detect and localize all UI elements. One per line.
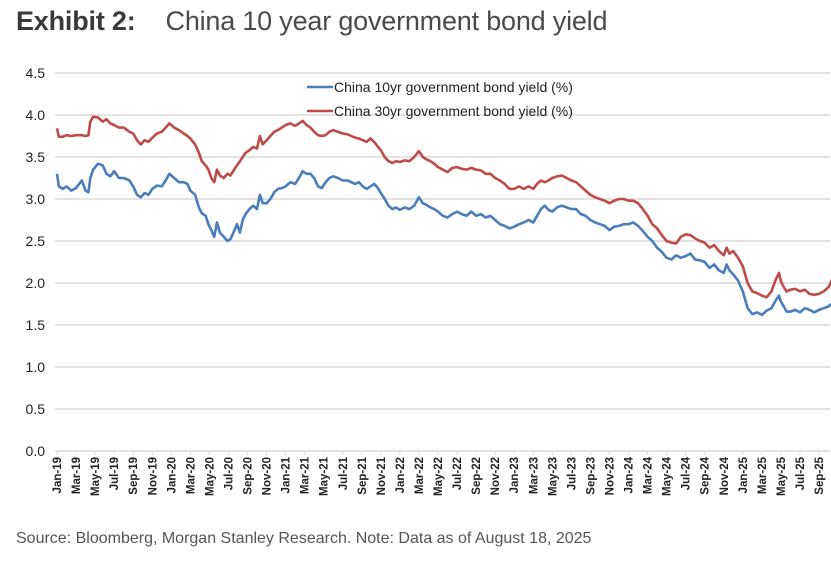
y-tick-label: 4.5 bbox=[26, 65, 46, 81]
x-tick-label: Jul-20 bbox=[223, 457, 235, 490]
title-text: China 10 year government bond yield bbox=[165, 6, 608, 36]
y-tick-label: 1.5 bbox=[26, 317, 46, 333]
x-tick-label: May-24 bbox=[662, 456, 674, 496]
y-tick-label: 1.0 bbox=[26, 359, 46, 375]
exhibit-label: Exhibit 2: bbox=[16, 6, 136, 36]
x-tick-label: Jan-20 bbox=[166, 457, 178, 493]
x-tick-label: Jul-22 bbox=[452, 457, 464, 490]
y-tick-label: 0.0 bbox=[26, 443, 46, 459]
x-tick-label: Mar-22 bbox=[414, 457, 426, 494]
x-tick-label: May-25 bbox=[776, 456, 788, 496]
source-note: Source: Bloomberg, Morgan Stanley Resear… bbox=[16, 530, 592, 547]
x-tick-label: Sep-20 bbox=[243, 457, 255, 495]
x-tick-label: May-20 bbox=[204, 457, 216, 496]
y-tick-label: 3.0 bbox=[26, 191, 46, 207]
x-tick-label: Sep-22 bbox=[471, 457, 483, 495]
x-tick-label: Sep-25 bbox=[814, 456, 826, 494]
x-tick-label: Jul-19 bbox=[109, 457, 121, 490]
x-tick-label: Mar-23 bbox=[528, 457, 540, 494]
x-tick-label: Jan-21 bbox=[281, 456, 293, 493]
x-tick-label: Sep-19 bbox=[128, 457, 140, 495]
x-tick-label: Jan-23 bbox=[509, 457, 521, 493]
x-tick-label: Mar-24 bbox=[643, 456, 655, 494]
y-tick-label: 3.5 bbox=[26, 149, 46, 165]
x-tick-label: May-19 bbox=[90, 457, 102, 496]
line-chart: 0.0 0.5 1.0 1.5 2.0 2.5 3.0 3.5 4.0 4.5 Jan-19 Mar… bbox=[26, 65, 831, 496]
x-tick-label: Nov-24 bbox=[719, 456, 731, 495]
y-tick-label: 0.5 bbox=[26, 401, 46, 417]
gridlines bbox=[55, 72, 830, 410]
x-tick-label: May-22 bbox=[433, 457, 445, 496]
x-tick-label: Jul-21 bbox=[338, 456, 350, 490]
x-tick-label: Nov-19 bbox=[147, 457, 159, 495]
x-tick-label: Jan-19 bbox=[52, 457, 64, 493]
x-tick-label: Nov-22 bbox=[490, 457, 502, 495]
x-tick-label: Nov-20 bbox=[262, 457, 274, 495]
x-tick-label: Mar-19 bbox=[71, 457, 83, 494]
x-tick-label: Jul-23 bbox=[566, 457, 578, 490]
chart-title: Exhibit 2: China 10 year government bond … bbox=[16, 6, 608, 37]
x-tick-label: Jan-22 bbox=[395, 457, 407, 493]
series-lines bbox=[55, 115, 831, 317]
series-line-30yr bbox=[55, 115, 831, 299]
x-tick-label: Nov-21 bbox=[376, 456, 388, 495]
legend-label: China 30yr government bond yield (%) bbox=[334, 103, 573, 119]
series-line-10yr bbox=[55, 162, 831, 317]
x-tick-label: Jul-25 bbox=[795, 456, 807, 490]
x-tick-label: Nov-23 bbox=[604, 457, 616, 495]
x-tick-label: Sep-24 bbox=[700, 456, 712, 494]
x-tick-label: May-23 bbox=[547, 457, 559, 496]
legend: China 10yr government bond yield (%) Chin… bbox=[307, 79, 573, 119]
x-tick-label: Mar-21 bbox=[300, 456, 312, 494]
y-tick-label: 2.0 bbox=[26, 275, 46, 291]
x-tick-label: Sep-21 bbox=[357, 456, 369, 494]
x-tick-label: Jan-24 bbox=[624, 456, 636, 493]
legend-label: China 10yr government bond yield (%) bbox=[334, 79, 573, 95]
x-tick-label: Jan-25 bbox=[738, 456, 750, 493]
y-tick-label: 2.5 bbox=[26, 233, 46, 249]
y-tick-label: 4.0 bbox=[26, 107, 46, 123]
x-axis: Jan-19 Mar-19 May-19 Jul-19 Sep-19 Nov-19 Jan-… bbox=[52, 450, 830, 496]
x-tick-label: Mar-20 bbox=[185, 457, 197, 494]
x-tick-label: May-21 bbox=[319, 456, 331, 496]
y-axis-ticks: 0.0 0.5 1.0 1.5 2.0 2.5 3.0 3.5 4.0 4.5 bbox=[26, 65, 46, 459]
x-tick-label: Sep-23 bbox=[585, 457, 597, 495]
x-tick-label: Mar-25 bbox=[757, 456, 769, 494]
x-tick-label: Jul-24 bbox=[681, 456, 693, 490]
